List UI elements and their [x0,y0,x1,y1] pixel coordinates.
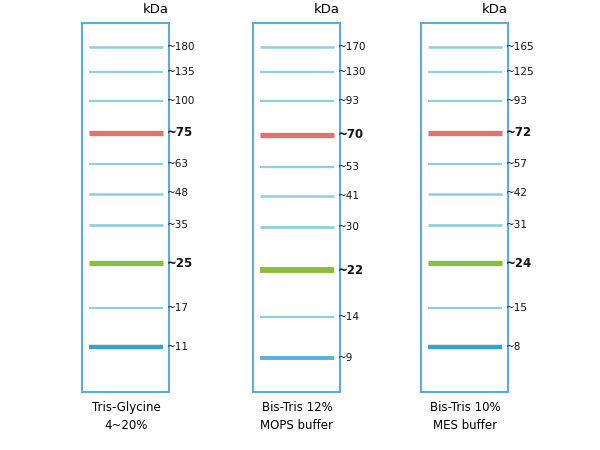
FancyBboxPatch shape [421,22,508,392]
Text: ~9: ~9 [338,353,353,363]
Text: ~42: ~42 [506,189,528,198]
Text: ~125: ~125 [506,67,535,77]
Text: ~72: ~72 [506,126,532,139]
Text: ~14: ~14 [338,312,360,322]
Text: ~100: ~100 [167,96,195,106]
Text: ~22: ~22 [338,264,364,276]
Text: ~130: ~130 [338,67,366,77]
Text: ~180: ~180 [167,42,196,52]
Text: ~48: ~48 [167,189,189,198]
Text: ~57: ~57 [506,159,528,169]
FancyBboxPatch shape [253,22,340,392]
Text: ~165: ~165 [506,42,535,52]
Text: ~41: ~41 [338,191,360,201]
Text: ~53: ~53 [338,162,360,171]
Text: kDa: kDa [143,3,169,16]
Text: ~31: ~31 [506,220,528,230]
Text: kDa: kDa [314,3,340,16]
Text: Bis-Tris 10%
MES buffer: Bis-Tris 10% MES buffer [430,401,500,432]
Text: kDa: kDa [482,3,508,16]
Text: Tris-Glycine
4~20%: Tris-Glycine 4~20% [92,401,160,432]
Text: ~11: ~11 [167,342,189,351]
Text: ~15: ~15 [506,303,528,313]
Text: ~70: ~70 [338,129,364,141]
Text: ~35: ~35 [167,220,189,230]
FancyBboxPatch shape [82,22,169,392]
Text: ~8: ~8 [506,342,521,351]
Text: ~63: ~63 [167,159,189,169]
Text: ~135: ~135 [167,67,196,77]
Text: ~25: ~25 [167,257,193,270]
Text: ~93: ~93 [338,96,360,106]
Text: ~24: ~24 [506,257,532,270]
Text: ~170: ~170 [338,42,366,52]
Text: ~75: ~75 [167,126,193,139]
Text: ~30: ~30 [338,222,359,232]
Text: ~93: ~93 [506,96,528,106]
Text: Bis-Tris 12%
MOPS buffer: Bis-Tris 12% MOPS buffer [260,401,334,432]
Text: ~17: ~17 [167,303,189,313]
